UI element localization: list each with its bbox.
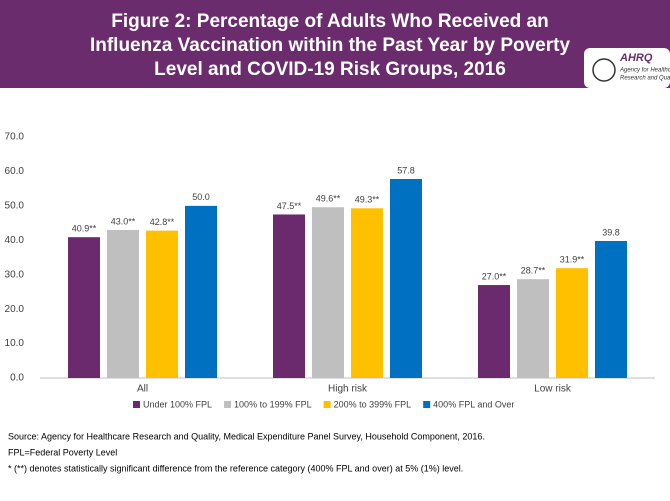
bar	[478, 285, 510, 378]
legend-swatch	[423, 401, 431, 408]
x-tick-label: All	[137, 384, 148, 395]
bar	[312, 207, 344, 378]
footnote: * (**) denotes statistically significant…	[8, 463, 463, 473]
logo-box	[584, 48, 670, 88]
legend-swatch	[224, 401, 232, 408]
bar	[68, 237, 100, 378]
value-label: 42.8**	[150, 217, 175, 227]
legend-label: 200% to 399% FPL	[334, 399, 412, 409]
bar	[351, 208, 383, 378]
legend-label: Under 100% FPL	[143, 399, 212, 409]
bar	[517, 279, 549, 378]
value-label: 47.5**	[277, 201, 302, 211]
value-label: 57.8	[397, 165, 415, 175]
value-label: 40.9**	[72, 224, 97, 234]
chart-title: Level and COVID-19 Risk Groups, 2016	[154, 59, 506, 80]
footnote: FPL=Federal Poverty Level	[8, 447, 117, 457]
value-label: 49.6**	[316, 194, 341, 204]
chart-title: Influenza Vaccination within the Past Ye…	[90, 35, 571, 56]
bar	[273, 214, 305, 378]
bar	[595, 240, 627, 378]
y-tick-label: 0.0	[10, 373, 24, 384]
value-label: 27.0**	[482, 271, 507, 281]
bar	[185, 205, 217, 378]
y-tick-label: 40.0	[5, 235, 25, 246]
legend-swatch	[133, 401, 140, 408]
legend-swatch	[323, 401, 331, 408]
value-label: 50.0	[192, 192, 210, 202]
legend-label: 400% FPL and Over	[433, 399, 514, 409]
x-tick-label: High risk	[328, 384, 368, 395]
legend-label: 100% to 199% FPL	[234, 399, 312, 409]
logo-name: AHRQ	[619, 52, 653, 64]
logo-tagline: Agency for Healthcare	[619, 68, 670, 74]
x-tick-label: Low risk	[534, 384, 572, 395]
header-band	[0, 0, 670, 88]
bar	[556, 268, 588, 378]
bar	[390, 179, 422, 378]
y-tick-label: 20.0	[5, 304, 25, 315]
y-tick-label: 70.0	[5, 132, 25, 143]
y-tick-label: 50.0	[5, 200, 25, 211]
y-tick-label: 10.0	[5, 338, 25, 349]
chart-title: Figure 2: Percentage of Adults Who Recei…	[111, 11, 548, 32]
bar	[146, 230, 178, 378]
value-label: 28.7**	[521, 266, 546, 276]
value-label: 39.8	[602, 227, 620, 237]
bar	[107, 229, 139, 378]
footnote: Source: Agency for Healthcare Research a…	[8, 431, 485, 441]
value-label: 43.0**	[111, 216, 136, 226]
y-tick-label: 30.0	[5, 269, 25, 280]
logo-icon	[592, 58, 616, 82]
logo-tagline: Research and Quality	[620, 76, 670, 82]
value-label: 31.9**	[560, 255, 585, 265]
y-tick-label: 60.0	[5, 166, 25, 177]
value-label: 49.3**	[355, 195, 380, 205]
